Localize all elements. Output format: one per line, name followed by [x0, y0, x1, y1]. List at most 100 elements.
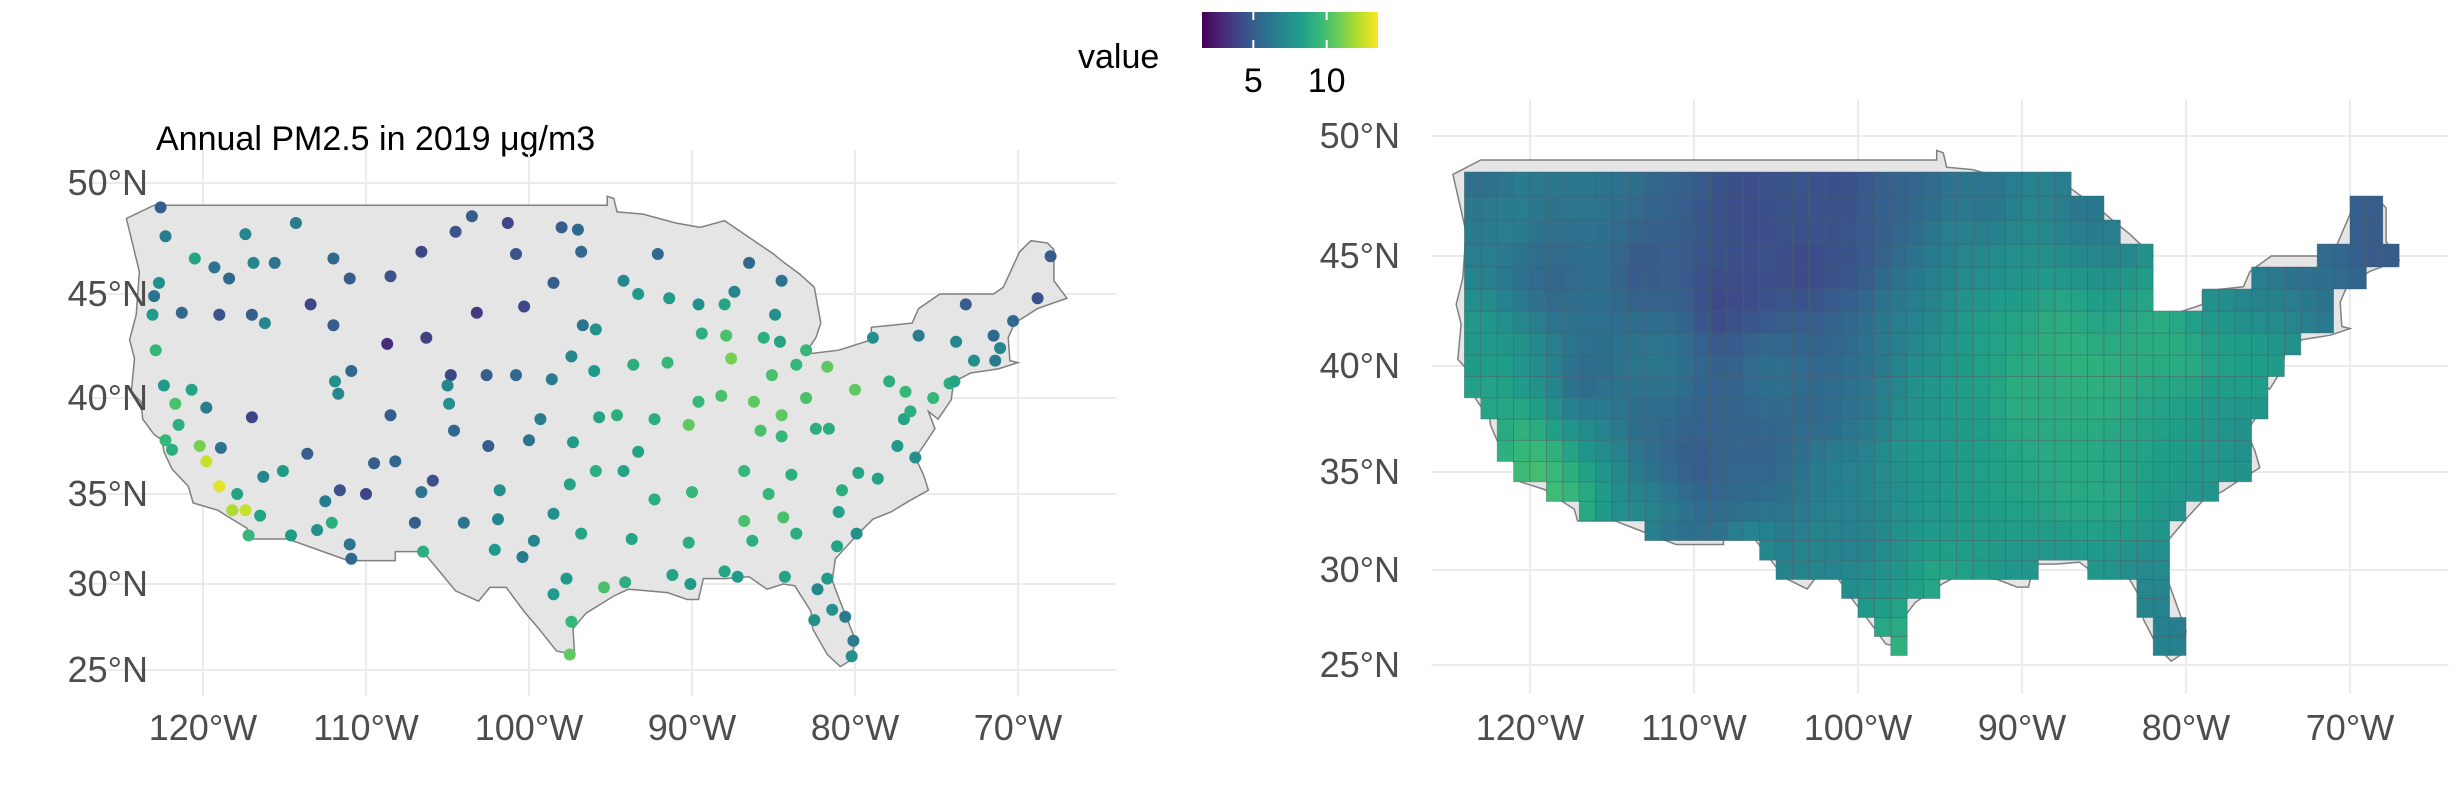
station-point — [169, 397, 182, 410]
grid-cell — [1988, 500, 2006, 522]
grid-cell — [1742, 243, 1760, 268]
station-point — [343, 538, 356, 551]
grid-cell — [1677, 288, 1695, 312]
grid-cell — [1595, 500, 1613, 522]
grid-cell — [1562, 195, 1580, 221]
grid-cell — [1824, 288, 1842, 312]
grid-cell — [1759, 243, 1777, 268]
station-point — [950, 335, 963, 348]
grid-cell — [2185, 310, 2203, 334]
grid-cell — [1578, 354, 1596, 378]
grid-cell — [2218, 439, 2236, 462]
left-y-axis-labels: 50°N 45°N 40°N 35°N 30°N 25°N — [68, 162, 148, 690]
station-point — [715, 389, 728, 402]
grid-cell — [1906, 243, 1924, 268]
grid-cell — [1595, 439, 1613, 462]
grid-cell — [1759, 266, 1777, 290]
grid-cell — [1792, 243, 1810, 268]
grid-cell — [1660, 418, 1678, 441]
station-point — [720, 329, 733, 342]
station-point — [254, 509, 267, 522]
grid-cell — [1562, 460, 1580, 483]
grid-cell — [1906, 376, 1924, 399]
grid-cell — [1792, 219, 1810, 245]
grid-cell — [2169, 481, 2187, 502]
grid-cell — [2169, 310, 2187, 334]
station-point — [821, 360, 834, 373]
station-point — [994, 342, 1007, 355]
station-point — [849, 383, 861, 396]
grid-cell — [1464, 266, 1482, 290]
grid-cell — [2201, 310, 2220, 334]
grid-cell — [2070, 439, 2088, 462]
grid-cell — [1546, 397, 1564, 420]
grid-cell — [2349, 219, 2367, 245]
grid-cell — [2267, 332, 2285, 356]
grid-cell — [1857, 439, 1875, 462]
grid-cell — [1595, 418, 1613, 441]
station-point — [327, 319, 340, 332]
grid-cell — [1808, 397, 1826, 420]
grid-cell — [1496, 195, 1514, 221]
grid-cell — [1546, 376, 1564, 399]
grid-cell — [1677, 481, 1695, 502]
grid-cell — [2218, 397, 2236, 420]
grid-cell — [1660, 310, 1678, 334]
grid-cell — [1956, 481, 1974, 502]
station-point — [149, 344, 162, 357]
station-point — [718, 565, 731, 578]
grid-cell — [2267, 354, 2285, 378]
station-point — [325, 516, 338, 529]
grid-cell — [2365, 219, 2384, 245]
station-point — [822, 422, 835, 435]
station-point — [728, 285, 741, 298]
right-y-axis-labels: 50°N 45°N 40°N 35°N 30°N 25°N — [1320, 115, 1400, 685]
grid-cell — [2136, 460, 2154, 483]
grid-cell — [2119, 520, 2138, 542]
station-point — [847, 634, 860, 647]
grid-cell — [1595, 219, 1613, 245]
y-tick-label: 25°N — [1320, 644, 1400, 685]
grid-cell — [2021, 540, 2039, 561]
grid-cell — [1595, 354, 1613, 378]
grid-cell — [1857, 579, 1875, 599]
grid-cell — [1660, 219, 1678, 245]
station-point — [172, 418, 185, 431]
grid-cell — [1562, 354, 1580, 378]
grid-cell — [1775, 354, 1793, 378]
grid-cell — [2103, 439, 2121, 462]
station-point — [258, 317, 271, 330]
grid-cell — [1496, 418, 1514, 441]
station-point — [153, 276, 165, 289]
grid-cell — [1710, 354, 1728, 378]
grid-cell — [1644, 332, 1662, 356]
grid-cell — [2005, 418, 2023, 441]
x-tick-label: 90°W — [1978, 707, 2066, 748]
grid-cells — [1464, 171, 2400, 656]
grid-cell — [1562, 219, 1580, 245]
grid-cell — [2087, 376, 2105, 399]
station-point — [769, 308, 782, 321]
grid-cell — [1693, 439, 1711, 462]
grid-cell — [2038, 540, 2056, 561]
grid-cell — [1742, 266, 1760, 290]
station-point — [175, 306, 188, 319]
grid-cell — [1464, 310, 1482, 334]
grid-cell — [1595, 376, 1613, 399]
grid-cell — [2087, 520, 2105, 542]
station-point — [213, 480, 226, 493]
grid-cell — [1956, 559, 1974, 580]
grid-cell — [1939, 171, 1957, 197]
station-point — [146, 308, 159, 321]
grid-cell — [1808, 171, 1826, 197]
station-point — [1031, 292, 1044, 305]
grid-cell — [1841, 219, 1859, 245]
grid-cell — [1890, 332, 1908, 356]
grid-cell — [2234, 354, 2252, 378]
grid-cell — [1939, 520, 1957, 542]
station-point — [200, 455, 213, 468]
x-tick-label: 80°W — [811, 707, 899, 748]
x-tick-label: 70°W — [974, 707, 1062, 748]
grid-cell — [2152, 460, 2170, 483]
grid-cell — [2119, 243, 2138, 268]
